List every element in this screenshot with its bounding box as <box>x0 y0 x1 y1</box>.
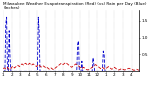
Text: Milwaukee Weather Evapotranspiration (Red) (vs) Rain per Day (Blue) (Inches): Milwaukee Weather Evapotranspiration (Re… <box>3 2 147 10</box>
